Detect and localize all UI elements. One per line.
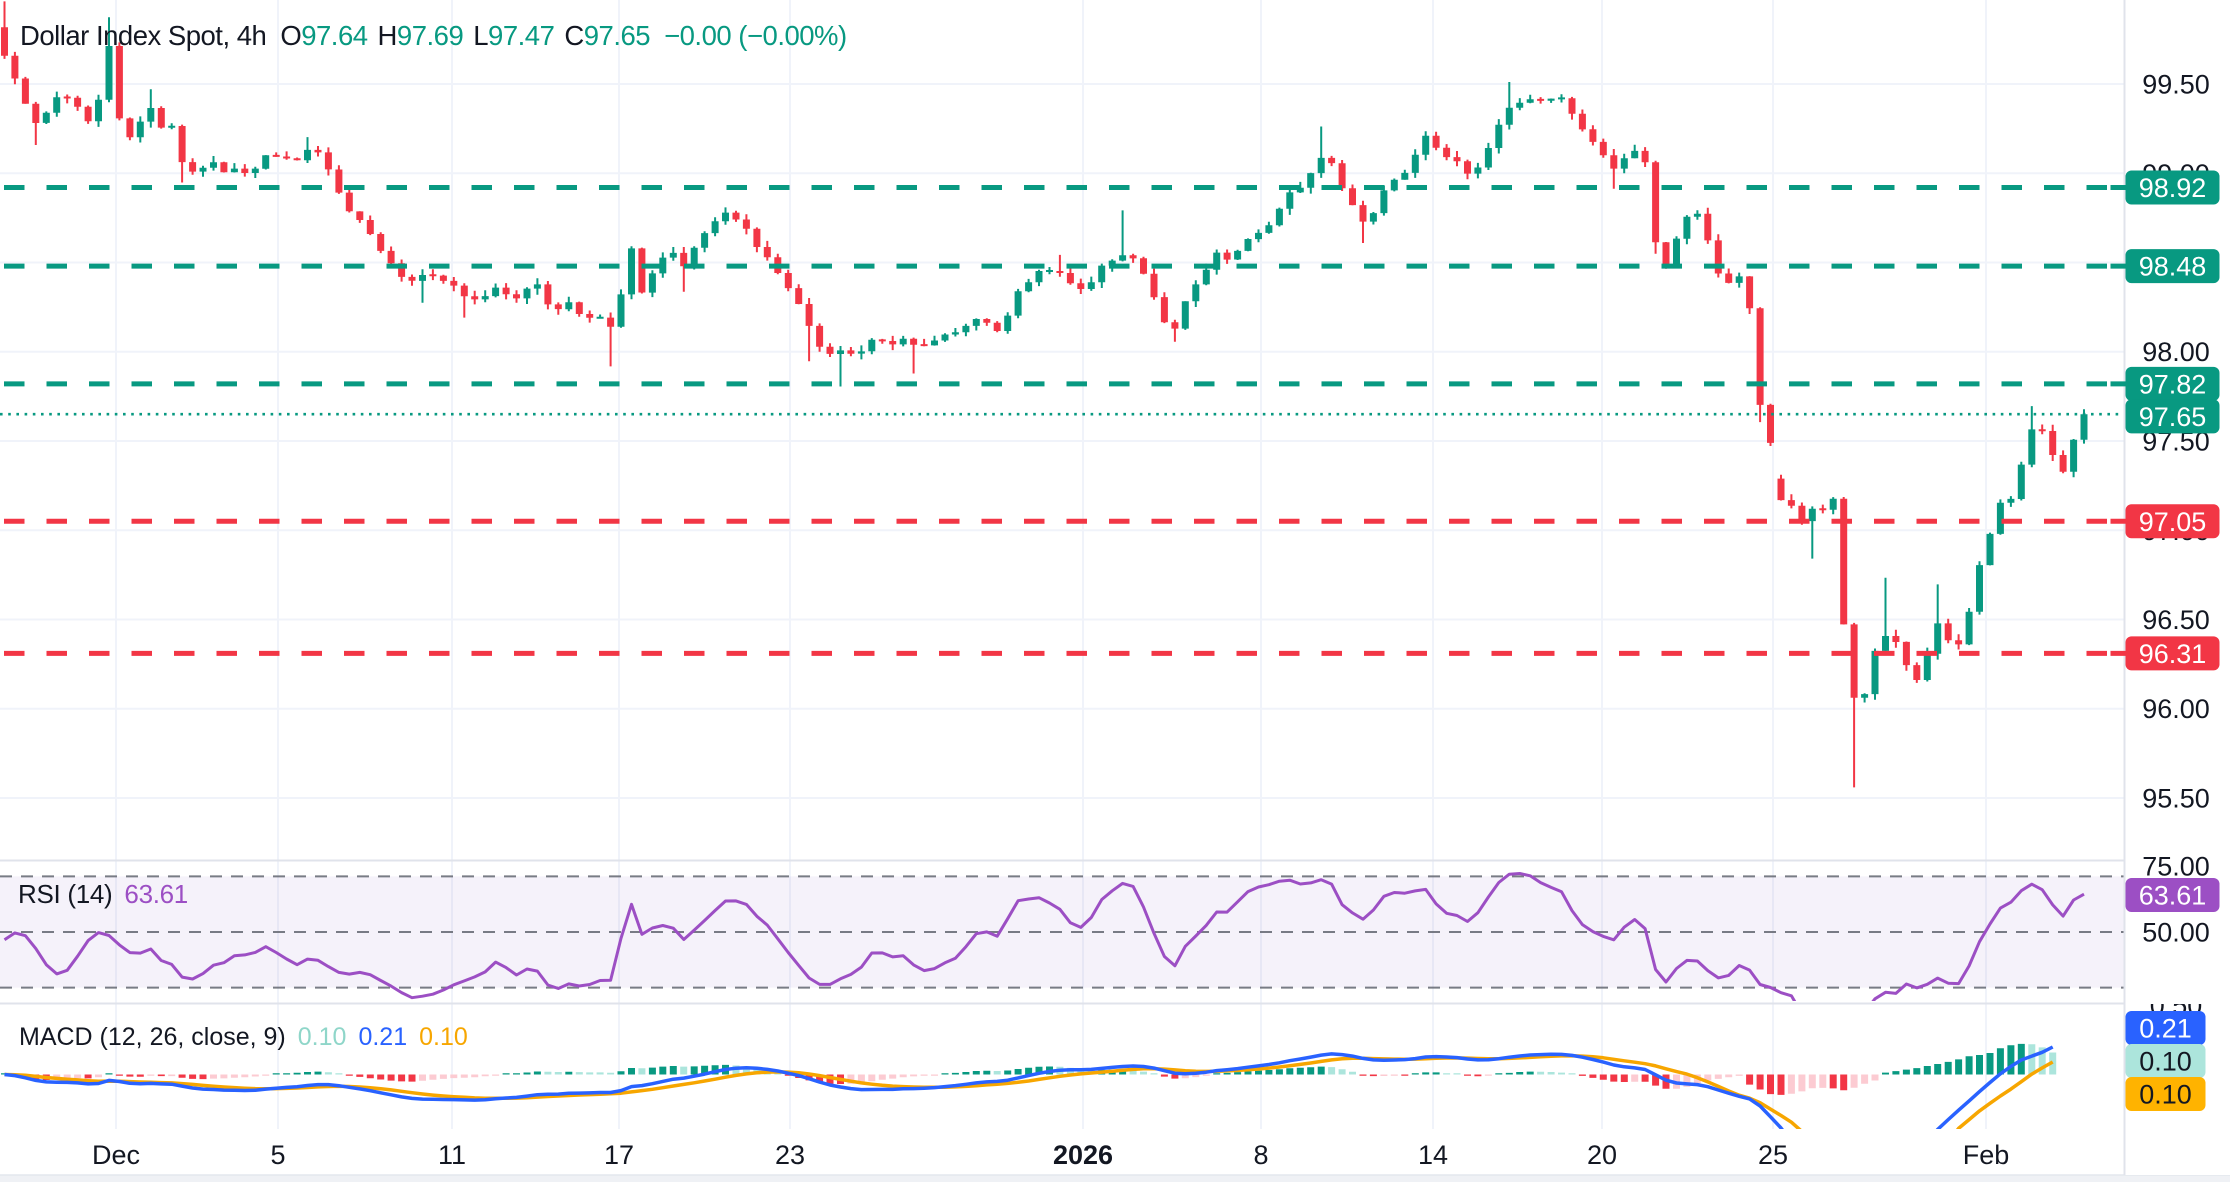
svg-text:20: 20 — [1587, 1140, 1617, 1170]
svg-text:5: 5 — [270, 1140, 285, 1170]
svg-text:23: 23 — [775, 1140, 805, 1170]
svg-text:96.00: 96.00 — [2142, 694, 2210, 724]
svg-text:97.05: 97.05 — [2139, 507, 2207, 537]
svg-text:75.00: 75.00 — [2142, 852, 2210, 882]
svg-text:50.00: 50.00 — [2142, 918, 2210, 948]
svg-text:2026: 2026 — [1053, 1140, 1113, 1170]
svg-text:97.82: 97.82 — [2139, 369, 2207, 399]
svg-text:95.50: 95.50 — [2142, 784, 2210, 814]
svg-text:98.00: 98.00 — [2142, 337, 2210, 367]
svg-text:98.48: 98.48 — [2139, 252, 2207, 282]
svg-text:8: 8 — [1253, 1140, 1268, 1170]
svg-text:0.10: 0.10 — [2139, 1080, 2192, 1110]
svg-text:MACD (12, 26, close, 9)0.100.2: MACD (12, 26, close, 9) 0.10 0.21 0.10 — [19, 1023, 468, 1051]
svg-text:11: 11 — [438, 1140, 466, 1170]
svg-text:RSI (14)63.61: RSI (14) 63.61 — [18, 879, 188, 909]
svg-text:0.10: 0.10 — [2139, 1047, 2192, 1077]
svg-text:Feb: Feb — [1963, 1140, 2010, 1170]
svg-text:17: 17 — [604, 1140, 634, 1170]
svg-text:96.31: 96.31 — [2139, 639, 2207, 669]
svg-text:25: 25 — [1758, 1140, 1788, 1170]
svg-text:96.50: 96.50 — [2142, 605, 2210, 635]
svg-text:98.92: 98.92 — [2139, 173, 2207, 203]
svg-text:99.50: 99.50 — [2142, 70, 2210, 100]
svg-text:0.21: 0.21 — [2139, 1014, 2192, 1044]
svg-text:97.65: 97.65 — [2139, 402, 2207, 432]
svg-text:Dec: Dec — [92, 1140, 140, 1170]
svg-text:63.61: 63.61 — [2139, 881, 2207, 911]
svg-text:14: 14 — [1418, 1140, 1448, 1170]
